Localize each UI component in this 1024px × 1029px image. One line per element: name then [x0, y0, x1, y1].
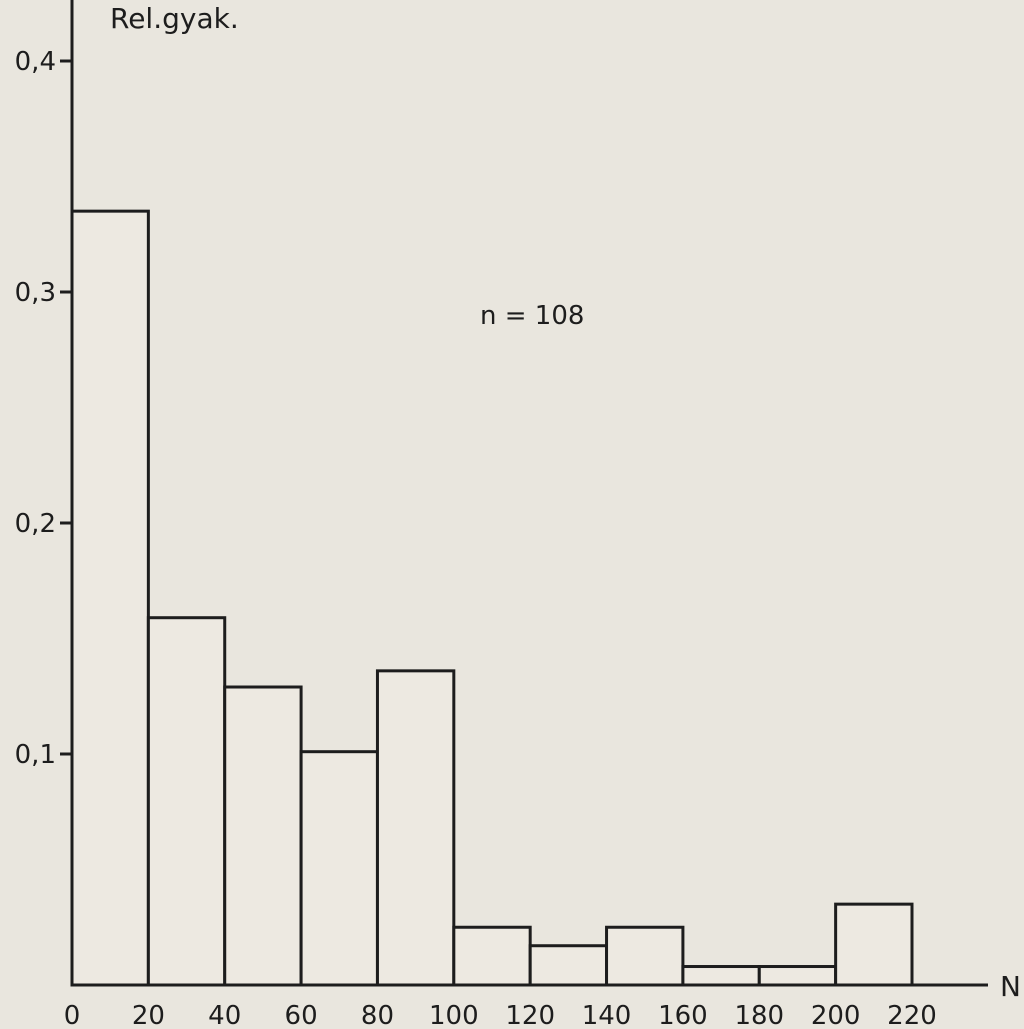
x-tick-label: 0 [64, 1001, 81, 1029]
x-tick-label: 220 [887, 1001, 937, 1029]
y-tick-label: 0,2 [15, 509, 56, 539]
histogram-bar-160-180 [681, 965, 761, 987]
y-tick-label: 0,1 [15, 740, 56, 770]
x-tick-label: 200 [811, 1001, 861, 1029]
axes-group: 0,1 0,2 0,3 0,4 0 20 40 60 80 100 120 140 160 180 200 2… [15, 0, 988, 1029]
x-tick-label: 100 [429, 1001, 479, 1029]
y-tick-label: 0,3 [15, 278, 56, 308]
x-tick-label: 160 [658, 1001, 708, 1029]
x-tick-label: 60 [285, 1001, 318, 1029]
histogram-bar-120-140 [528, 944, 609, 987]
y-tick-label: 0,4 [15, 47, 56, 77]
histogram-bar-100-120 [452, 925, 532, 987]
x-tick-label: 40 [208, 1001, 241, 1029]
x-tick-label: 120 [505, 1001, 555, 1029]
x-tick-label: 80 [361, 1001, 394, 1029]
histogram-bar-20-40 [146, 616, 227, 987]
x-tick-label: 140 [582, 1001, 632, 1029]
annotation-sample-size: n = 108 [480, 301, 584, 331]
histogram-bar-180-200 [757, 965, 838, 987]
histogram-bar-200-220 [834, 902, 914, 987]
histogram-bar-40-60 [223, 685, 303, 987]
histogram-bar-0-20 [70, 209, 150, 987]
bars-group [70, 209, 914, 987]
y-axis-label: Rel.gyak. [110, 2, 239, 35]
histogram-bar-60-80 [299, 750, 379, 987]
x-axis-label: N [1000, 970, 1021, 1003]
histogram-bar-80-100 [375, 669, 456, 987]
histogram-bar-140-160 [605, 925, 685, 987]
x-tick-label: 180 [734, 1001, 784, 1029]
x-tick-label: 20 [132, 1001, 165, 1029]
